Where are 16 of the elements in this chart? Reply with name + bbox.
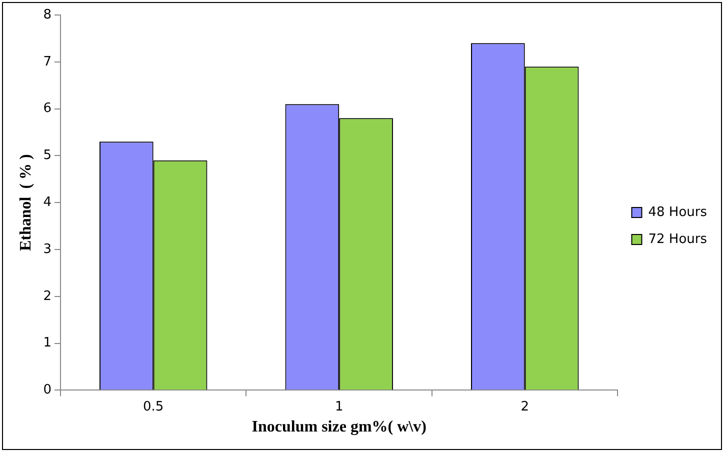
legend-label: 72 Hours xyxy=(648,232,708,247)
y-tick-label: 0 xyxy=(43,382,52,398)
legend-label: 48 Hours xyxy=(648,204,708,220)
y-tick-label: 6 xyxy=(43,101,52,116)
x-tick-label: 2 xyxy=(520,399,529,414)
y-tick-label: 3 xyxy=(43,242,52,257)
y-tick-label: 4 xyxy=(43,194,52,210)
y-tick-label: 5 xyxy=(43,148,52,164)
x-axis-title: Inoculum size gm%( w\v) xyxy=(252,418,426,436)
x-tick-label: 0.5 xyxy=(143,399,164,414)
y-axis-title: Ethanol ( % ) xyxy=(18,154,35,252)
y-tick-label: 7 xyxy=(43,54,52,70)
y-tick-label: 8 xyxy=(43,7,52,22)
y-tick-label: 1 xyxy=(43,336,52,351)
x-tick-label: 1 xyxy=(334,399,344,414)
y-tick-label: 2 xyxy=(43,288,52,304)
